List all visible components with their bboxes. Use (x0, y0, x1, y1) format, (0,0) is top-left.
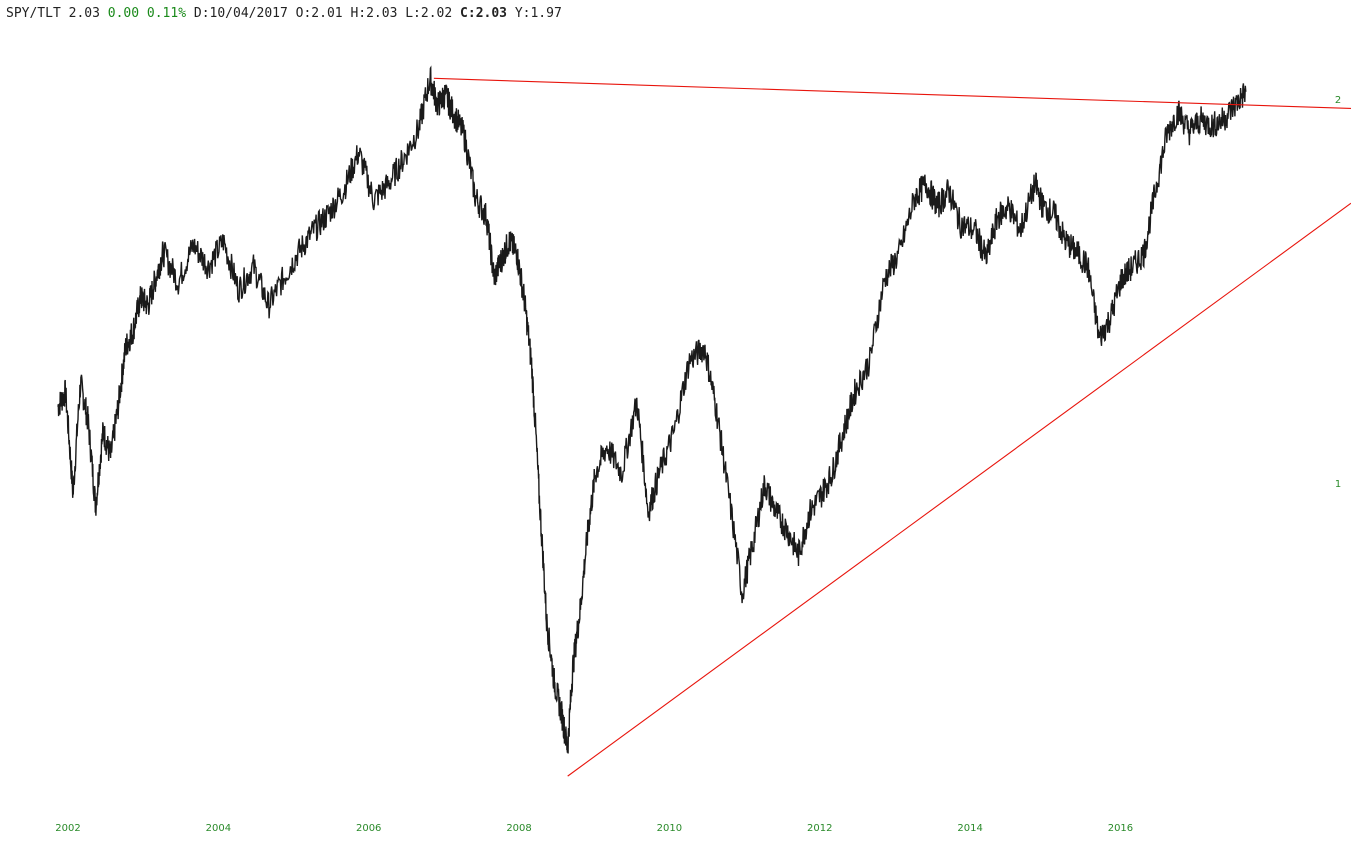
x-tick-label: 2016 (1108, 823, 1133, 834)
x-tick-label: 2014 (957, 823, 982, 834)
low-value: 2.02 (420, 6, 453, 21)
x-tick-label: 2002 (55, 823, 80, 834)
last-price: 2.03 (68, 6, 100, 21)
symbol: SPY/TLT (6, 6, 61, 21)
open-label: O: (295, 6, 312, 21)
y-tick-label: 1 (1335, 479, 1341, 490)
x-tick-label: 2004 (206, 823, 231, 834)
close-value: 2.03 (475, 6, 507, 21)
upper-trendline[interactable] (433, 77, 1351, 109)
date-value: 10/04/2017 (209, 6, 288, 21)
low-label: L: (405, 6, 421, 21)
open-value: 2.01 (311, 6, 343, 21)
price-series-line (57, 65, 1247, 754)
price-change: 0.00 (107, 6, 140, 21)
quote-header: SPY/TLT 2.03 0.00 0.11% D:10/04/2017 O:2… (6, 6, 562, 21)
close-label: C: (460, 6, 476, 21)
price-change-pct: 0.11% (146, 6, 187, 21)
high-label: H: (350, 6, 367, 21)
y-value: 1.97 (530, 6, 562, 21)
high-value: 2.03 (366, 6, 398, 21)
date-label: D: (193, 6, 210, 21)
y-tick-label: 2 (1335, 95, 1341, 106)
y-label: Y: (514, 6, 531, 21)
lower-trendline[interactable] (567, 202, 1351, 777)
x-tick-label: 2006 (356, 823, 381, 834)
x-tick-label: 2012 (807, 823, 832, 834)
x-tick-label: 2008 (506, 823, 531, 834)
x-tick-label: 2010 (657, 823, 682, 834)
